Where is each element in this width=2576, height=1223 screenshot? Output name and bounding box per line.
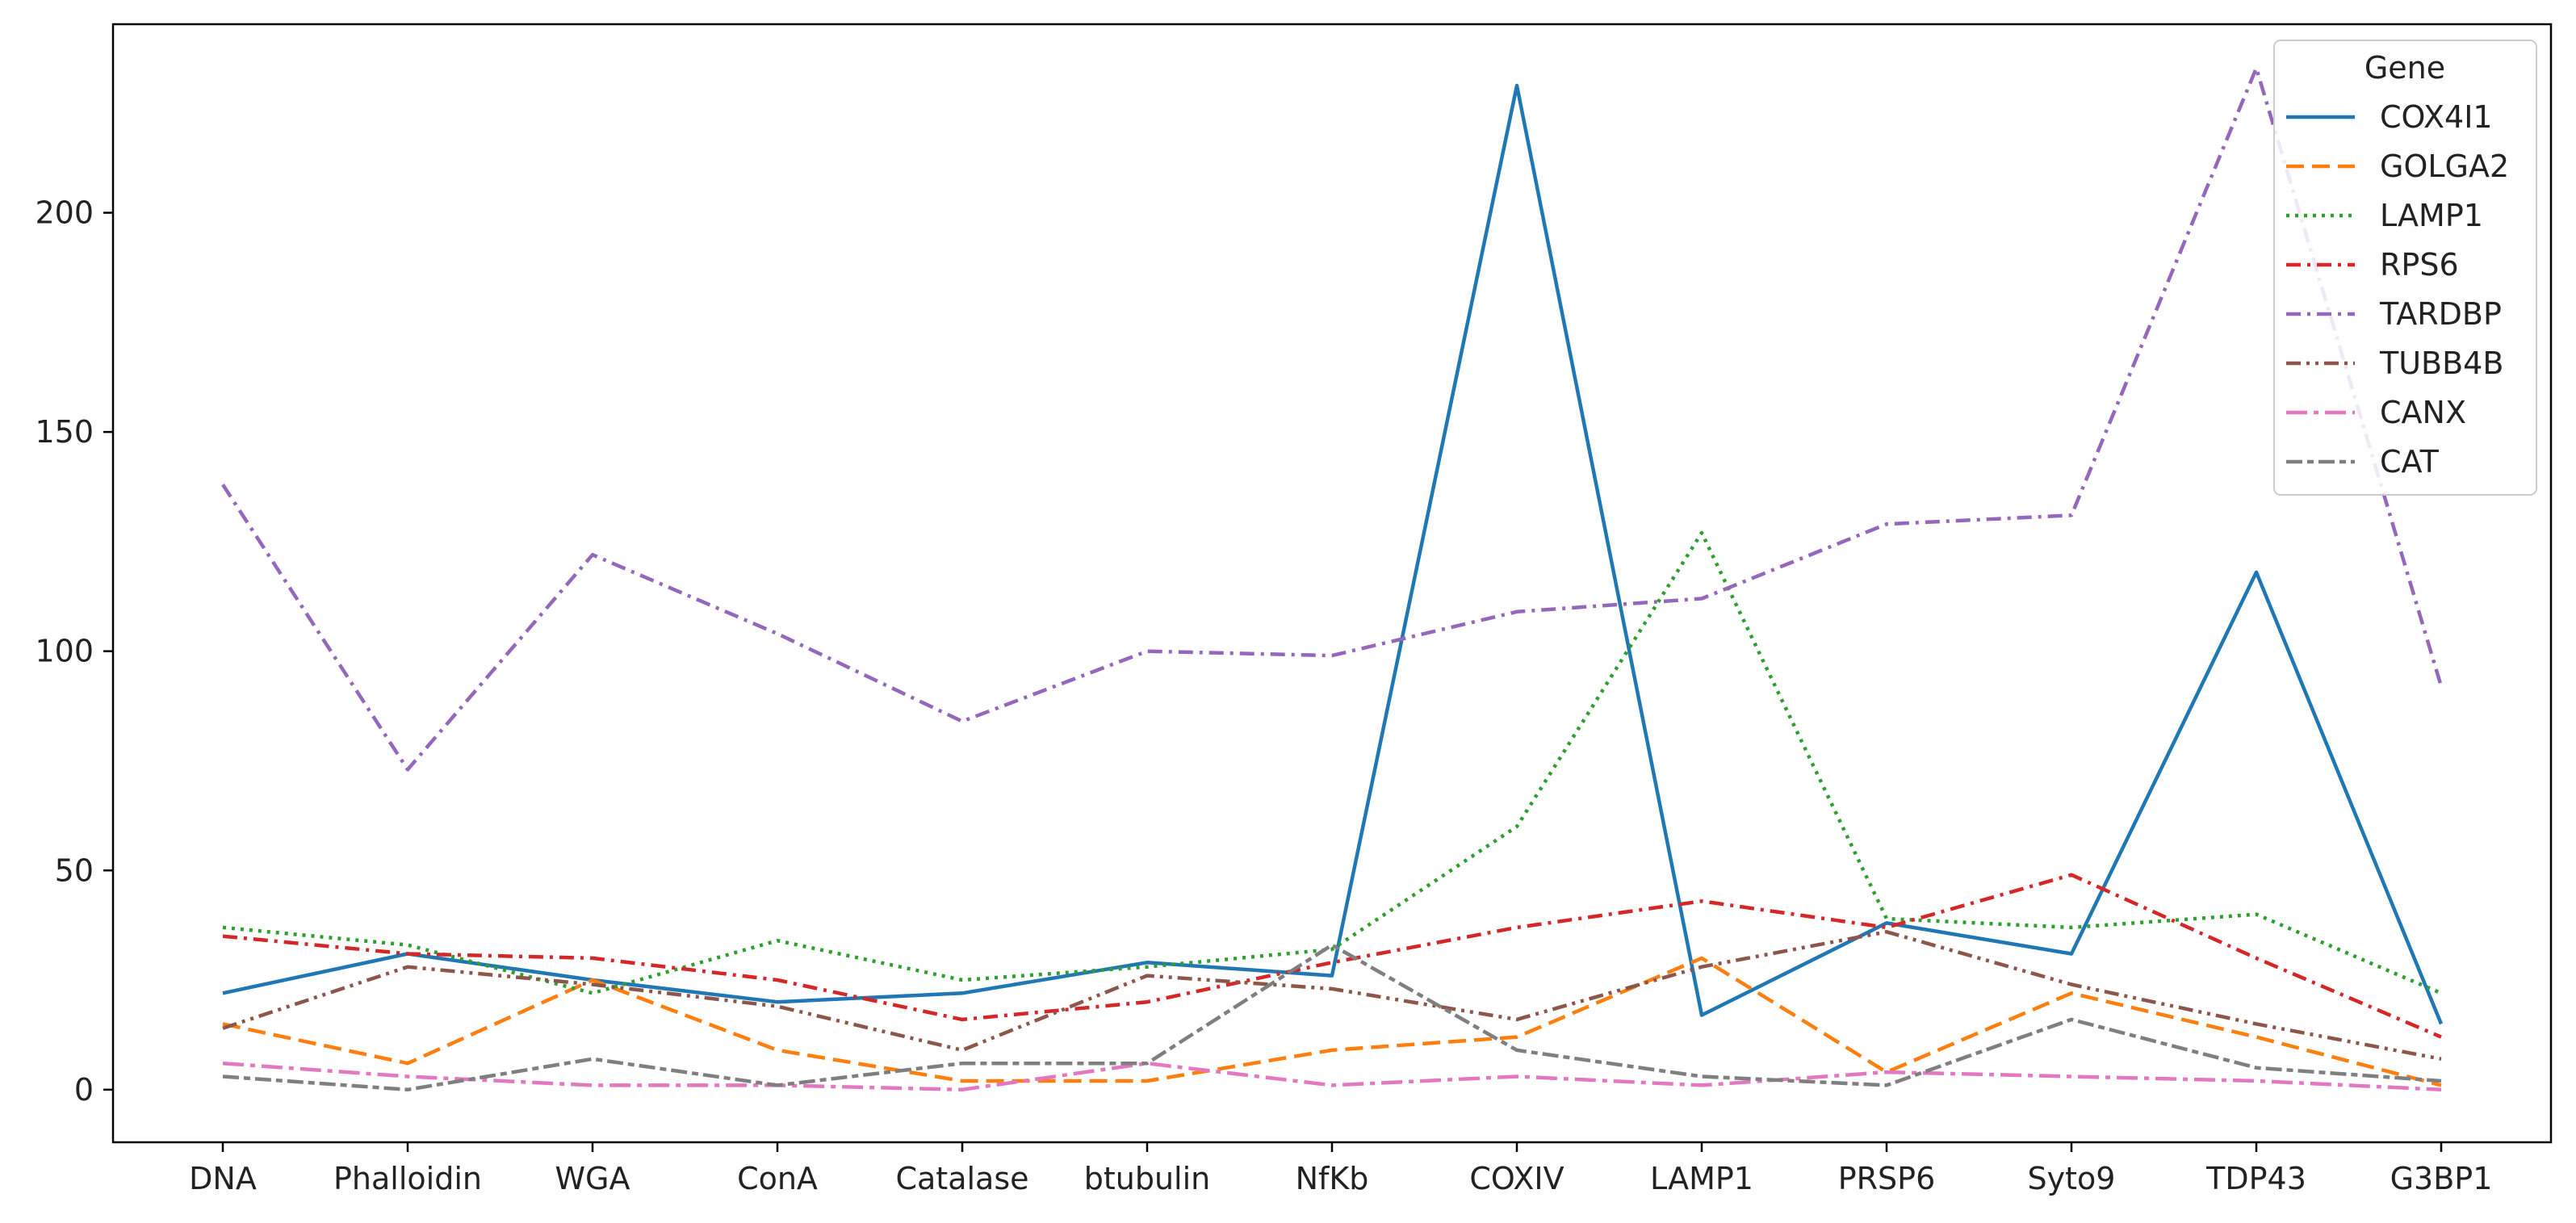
x-tick-label: btubulin [1084,1161,1211,1196]
y-tick-label: 200 [35,195,94,231]
x-tick-label: PRSP6 [1838,1161,1936,1196]
x-tick-label: WGA [555,1161,630,1196]
y-tick-label: 150 [35,414,94,450]
series-line-rps6 [222,873,2442,1039]
legend-label-tubb4b: TUBB4B [2379,346,2503,381]
y-tick-label: 50 [55,852,94,888]
legend: Gene COX4I1 GOLGA2 LAMP1 RPS6 TARDBP TUBB4B CA… [2273,40,2537,496]
legend-title: Gene [2364,50,2445,86]
y-tick-label: 0 [74,1072,94,1108]
legend-label-cox4i1: COX4I1 [2380,99,2493,135]
x-tick-label: G3BP1 [2390,1161,2493,1196]
axis-ticks: DNA Phalloidin WGA ConA Catalase btubulin NfKb… [35,195,2492,1196]
x-tick-label: Syto9 [2028,1161,2116,1196]
x-tick-label: DNA [189,1161,257,1196]
series-line-canx [222,1061,2442,1092]
legend-label-rps6: RPS6 [2380,247,2459,283]
x-tick-label: ConA [737,1161,818,1196]
series-line-tubb4b [222,930,2442,1062]
series-line-lamp1 [222,530,2442,995]
legend-label-lamp1: LAMP1 [2380,198,2483,233]
series-line-tardbp [221,66,2444,772]
legend-box [2273,40,2537,496]
legend-label-canx: CANX [2380,395,2466,430]
x-tick-label: Catalase [895,1161,1028,1196]
series-line-cat [222,943,2442,1092]
x-tick-label: TDP43 [2205,1161,2306,1196]
plot-area [221,66,2444,1092]
y-tick-label: 100 [35,634,94,669]
x-tick-label: Phalloidin [333,1161,482,1196]
x-tick-label: NfKb [1296,1161,1369,1196]
series-line-golga2 [222,956,2442,1087]
x-tick-label: COXIV [1469,1161,1564,1196]
legend-label-cat: CAT [2380,444,2440,480]
x-tick-label: LAMP1 [1650,1161,1753,1196]
legend-label-tardbp: TARDBP [2379,296,2502,332]
legend-label-golga2: GOLGA2 [2380,149,2509,184]
